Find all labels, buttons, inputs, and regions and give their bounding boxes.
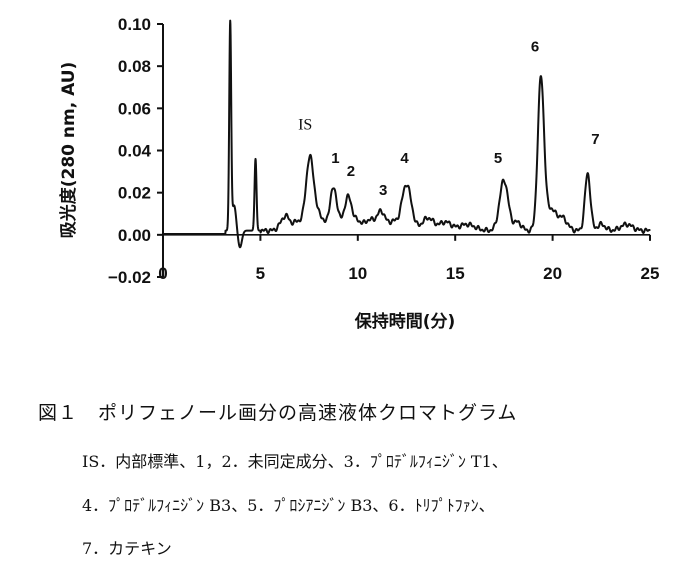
x-tick-label: 15: [446, 264, 465, 283]
y-tick-label: −0.02: [108, 268, 151, 287]
peak-label: IS: [298, 116, 312, 133]
y-tick-label: 0.08: [118, 57, 151, 76]
x-tick-label: 25: [641, 264, 660, 283]
figure-caption-title: 図１ ポリフェノール画分の高速液体クロマトグラム: [38, 402, 518, 424]
y-tick-label: 0.04: [118, 142, 152, 161]
peak-label: 6: [531, 38, 539, 55]
y-axis-title: 吸光度(280 nm, AU): [58, 62, 79, 239]
ticks: 0.100.080.060.040.020.00−0.02 0 5 10 15 20 25: [108, 15, 659, 287]
chromatogram-trace: [162, 19, 651, 249]
figure-caption-line-2: 4．ﾌﾟﾛﾃﾞﾙﾌｨﾆｼﾞﾝ B3、5．ﾌﾟﾛｼｱﾆｼﾞﾝ B3、6．ﾄﾘﾌﾟﾄ…: [82, 496, 495, 515]
peak-label: 7: [591, 131, 599, 148]
peak-label: 1: [331, 150, 339, 167]
x-tick-label: 10: [348, 264, 367, 283]
y-tick-label: 0.02: [118, 184, 151, 203]
y-tick-label: 0.06: [118, 99, 151, 118]
x-axis-title: 保持時間(分): [354, 311, 456, 332]
y-tick-label: 0.10: [118, 15, 151, 34]
chromatogram-chart: 0.100.080.060.040.020.00−0.02 0 5 10 15 20 25 …: [58, 15, 659, 332]
x-tick-label: 5: [256, 264, 265, 283]
x-tick-label: 0: [158, 264, 167, 283]
peak-label: 3: [379, 182, 387, 199]
y-tick-label: 0.00: [118, 226, 151, 245]
peak-label: 2: [347, 163, 355, 180]
x-tick-label: 20: [543, 264, 562, 283]
figure-caption-line-3: 7．カテキン: [82, 539, 172, 558]
peak-label: 4: [400, 150, 409, 167]
peak-label: 5: [494, 150, 502, 167]
figure-caption-line-1: IS．内部標準、1，2．未同定成分、3．ﾌﾟﾛﾃﾞﾙﾌｨﾆｼﾞﾝ T1、: [82, 452, 508, 471]
